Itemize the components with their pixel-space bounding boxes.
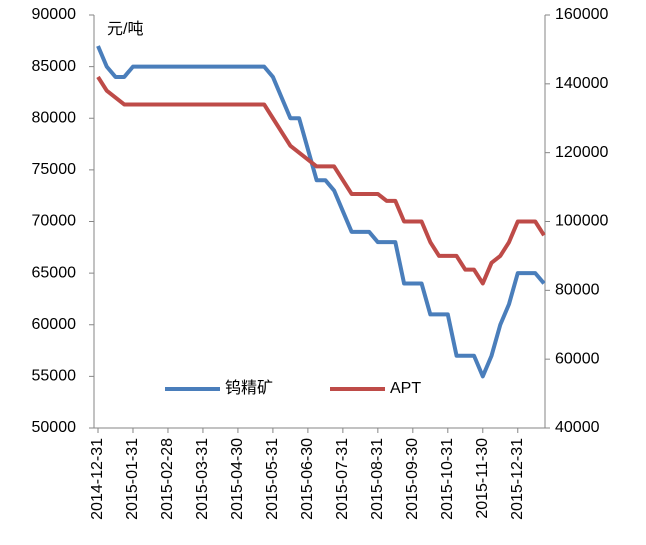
x-tick-label: 2015-05-31 [264,438,281,520]
series-line [96,45,546,379]
y-tick-label: 90000 [32,6,77,23]
y-tick-label: 80000 [32,109,77,126]
y-tick-label: 50000 [32,419,77,436]
y2-tick-label: 160000 [555,6,608,23]
x-tick-label: 2015-09-30 [404,438,421,520]
y-tick-label: 85000 [32,58,77,75]
x-tick-label: 2015-01-31 [124,438,141,520]
y-tick-label: 70000 [32,213,77,230]
x-tick-label: 2015-08-31 [369,438,386,520]
legend-label: APT [390,380,421,397]
x-tick-label: 2015-06-30 [299,438,316,520]
y2-tick-label: 40000 [555,419,600,436]
y2-tick-label: 100000 [555,213,608,230]
y-tick-label: 55000 [32,368,77,385]
x-tick-label: 2015-10-31 [439,438,456,520]
y2-tick-label: 120000 [555,144,608,161]
y-tick-label: 65000 [32,264,77,281]
y2-tick-label: 60000 [555,350,600,367]
x-tick-label: 2015-11-30 [474,438,491,519]
x-tick-label: 2015-07-31 [334,438,351,520]
x-tick-label: 2015-04-30 [229,438,246,520]
y2-tick-label: 140000 [555,75,608,92]
y-tick-label: 75000 [32,161,77,178]
y-tick-label: 60000 [32,316,77,333]
legend-label: 钨精矿 [225,379,273,397]
x-tick-label: 2015-02-28 [159,438,176,520]
x-tick-label: 2015-12-31 [509,438,526,520]
unit-annotation: 元/吨 [107,20,143,38]
series-line [96,75,546,286]
x-tick-label: 2015-03-31 [194,438,211,520]
y2-tick-label: 80000 [555,282,600,299]
x-tick-label: 2014-12-31 [89,438,106,520]
